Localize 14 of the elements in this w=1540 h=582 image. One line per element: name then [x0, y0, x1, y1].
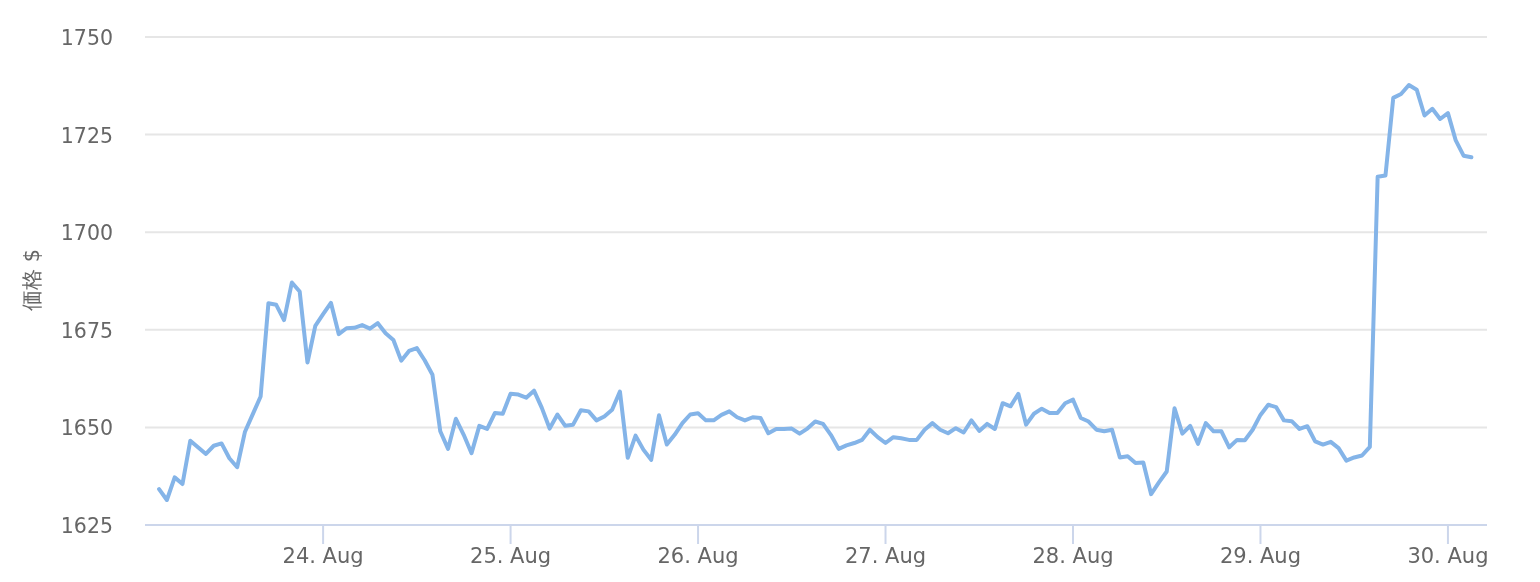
- x-tick-label: 29. Aug: [1219, 544, 1302, 568]
- y-tick-label: 1700: [60, 221, 113, 246]
- y-tick-label: 1625: [60, 514, 113, 538]
- y-tick-label: 1675: [60, 318, 113, 343]
- y-tick-label: 1650: [60, 416, 113, 441]
- x-tick-label: 28. Aug: [1032, 544, 1114, 568]
- x-tick-label: 24. Aug: [282, 544, 364, 568]
- x-tick-label: 26. Aug: [657, 544, 739, 568]
- x-tick-label: 27. Aug: [844, 544, 927, 568]
- x-tick-label: 25. Aug: [470, 544, 552, 568]
- y-tick-label: 1750: [60, 26, 113, 50]
- y-tick-label: 1725: [60, 123, 113, 148]
- y-axis-title: 価格 $: [20, 248, 44, 312]
- x-tick-label: 30. Aug: [1407, 544, 1489, 568]
